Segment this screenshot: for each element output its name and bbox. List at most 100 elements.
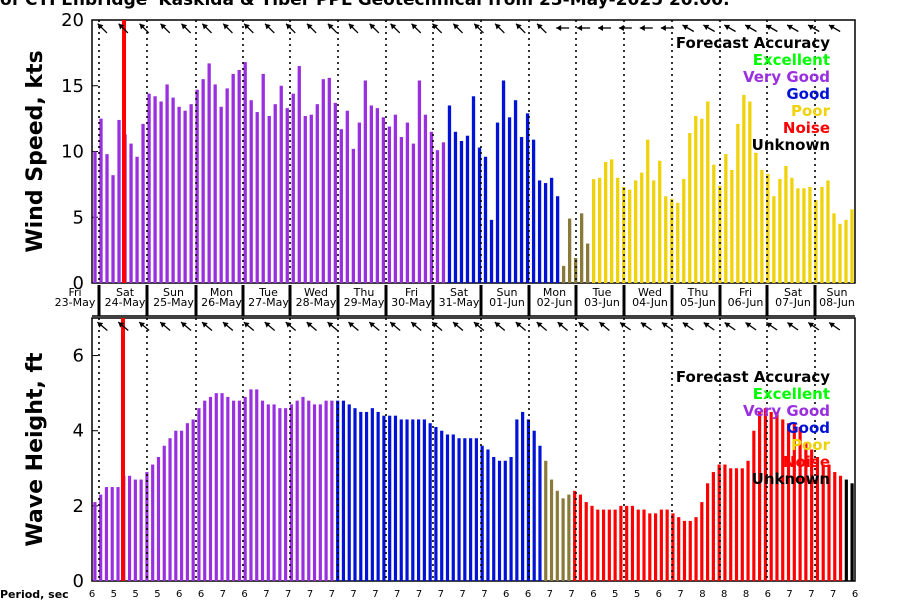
bar — [153, 96, 157, 284]
arrow-head — [432, 23, 439, 30]
bar — [492, 457, 496, 581]
arrow-head — [640, 322, 647, 328]
direction-arrow-icon — [222, 23, 233, 34]
direction-arrow-icon — [411, 23, 422, 34]
day-label: Mon — [210, 286, 233, 299]
direction-arrow-icon — [264, 23, 275, 34]
bar — [333, 102, 337, 283]
arrow-head — [306, 322, 313, 328]
bar — [694, 517, 698, 581]
arrow-head — [139, 322, 145, 328]
period-value: 6 — [656, 589, 662, 600]
bar — [723, 464, 727, 581]
direction-arrow-icon — [159, 321, 171, 331]
bar — [249, 389, 253, 581]
direction-arrow-icon — [765, 24, 778, 33]
arrow-head — [745, 24, 752, 31]
day-label: Tue — [592, 286, 612, 299]
bar — [339, 129, 343, 283]
legend-item: Unknown — [752, 470, 830, 488]
bar — [330, 400, 334, 581]
bar — [567, 494, 571, 581]
arrow-head — [661, 322, 668, 328]
bar — [561, 498, 565, 581]
bar — [503, 460, 507, 581]
bar — [243, 62, 247, 283]
direction-arrow-icon — [180, 23, 192, 34]
bar — [532, 430, 536, 581]
bar — [318, 404, 322, 581]
bar — [711, 472, 715, 581]
bar — [573, 258, 578, 283]
bar — [748, 101, 752, 283]
bar — [549, 177, 554, 283]
direction-arrow-icon — [787, 322, 799, 331]
period-value: 7 — [220, 589, 226, 600]
bar — [808, 187, 812, 283]
bar — [664, 196, 668, 283]
direction-arrow-icon — [410, 321, 422, 331]
bar — [543, 183, 548, 283]
arrow-head — [474, 23, 480, 30]
period-value: 6 — [198, 589, 204, 600]
arrow-head — [369, 322, 376, 328]
arrow-head — [724, 24, 731, 31]
bar — [370, 408, 374, 581]
bar — [382, 415, 386, 581]
direction-arrow-icon — [390, 23, 401, 34]
bar — [284, 408, 288, 581]
bar — [203, 400, 207, 581]
bar — [495, 122, 500, 283]
arrow-head — [306, 23, 313, 30]
bar — [208, 396, 213, 581]
direction-arrow-icon — [660, 25, 674, 31]
bar — [359, 411, 363, 581]
period-value: 7 — [481, 589, 487, 600]
y-tick-label: 20 — [61, 10, 84, 31]
arrow-head — [202, 23, 209, 30]
bar — [640, 172, 644, 283]
legend-item: Poor — [791, 102, 831, 120]
bar — [766, 173, 770, 283]
bar — [177, 106, 181, 283]
bar — [832, 213, 836, 283]
arrow-head — [139, 23, 146, 30]
bar — [507, 117, 512, 283]
day-label: Sun — [163, 286, 184, 299]
direction-arrow-icon — [285, 321, 297, 331]
bar — [266, 404, 270, 581]
direction-arrow-icon — [306, 321, 317, 331]
direction-arrow-icon — [264, 321, 276, 331]
arrow-head — [453, 23, 460, 30]
bar — [489, 219, 494, 283]
bar — [658, 160, 662, 283]
bar — [225, 88, 229, 283]
arrow-head — [766, 24, 772, 31]
bar — [718, 185, 722, 283]
arrow-head — [598, 25, 603, 31]
bar — [729, 468, 733, 581]
bar — [694, 116, 698, 283]
bar — [628, 189, 632, 283]
bar — [820, 187, 824, 283]
arrow-head — [432, 322, 438, 328]
bar — [730, 169, 734, 283]
direction-arrow-icon — [639, 25, 653, 31]
bar — [677, 517, 681, 581]
direction-arrow-icon — [786, 24, 799, 33]
direction-arrow-icon — [306, 23, 317, 34]
bar — [289, 404, 294, 581]
direction-arrow-icon — [139, 23, 150, 34]
arrow-head — [536, 322, 543, 328]
bar — [405, 419, 409, 581]
arrow-head — [181, 23, 188, 30]
day-label: Sun — [497, 286, 518, 299]
period-value: 6 — [590, 589, 596, 600]
bar — [434, 426, 438, 581]
period-value: 7 — [329, 589, 335, 600]
arrow-head — [828, 24, 835, 31]
legend-item: Excellent — [753, 51, 830, 69]
direction-arrow-icon — [494, 23, 505, 34]
bar — [278, 408, 282, 581]
period-value: 7 — [547, 589, 553, 600]
